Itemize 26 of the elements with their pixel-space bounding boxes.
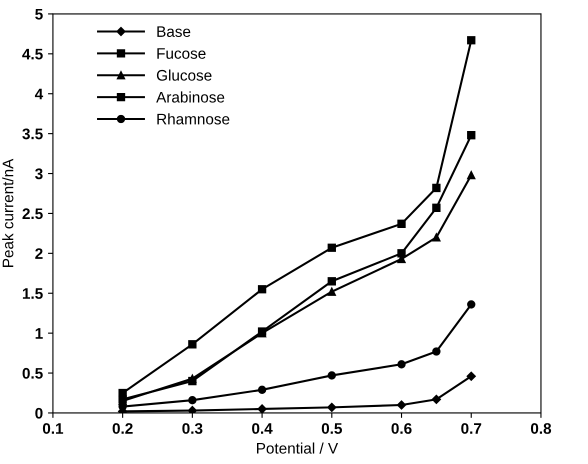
y-tick-label: 1.5 xyxy=(22,288,43,299)
x-axis-title: Potential / V xyxy=(257,442,338,454)
x-tick-label: 0.8 xyxy=(530,423,552,434)
x-tick-label: 0.6 xyxy=(392,423,412,434)
legend-label: Rhamnose xyxy=(157,113,230,124)
y-tick-label: 0.5 xyxy=(22,368,43,379)
y-tick-label: 4.5 xyxy=(22,48,43,60)
x-tick-label: 0.1 xyxy=(42,423,64,434)
y-tick-label: 3 xyxy=(35,168,43,180)
legend-label: Glucose xyxy=(156,70,212,81)
x-tick-label: 0.4 xyxy=(252,423,273,434)
y-tick-label: 4 xyxy=(34,88,44,100)
y-tick-label: 3.5 xyxy=(22,128,43,140)
y-tick-label: 1 xyxy=(36,328,43,339)
legend-label: Fucose xyxy=(157,48,206,59)
y-tick-label: 2.5 xyxy=(22,208,43,220)
x-tick-label: 0.2 xyxy=(112,423,133,434)
y-tick-label: 2 xyxy=(35,248,43,259)
legend-label: Arabinose xyxy=(156,91,224,103)
x-tick-label: 0.7 xyxy=(461,423,482,434)
legend-label: Base xyxy=(157,26,190,37)
y-axis-title: Peak current/nA xyxy=(2,158,14,267)
y-tick-label: 5 xyxy=(35,8,43,20)
y-tick-label: 0 xyxy=(35,408,43,419)
x-tick-label: 0.3 xyxy=(182,423,202,434)
x-tick-label: 0.5 xyxy=(322,423,342,434)
